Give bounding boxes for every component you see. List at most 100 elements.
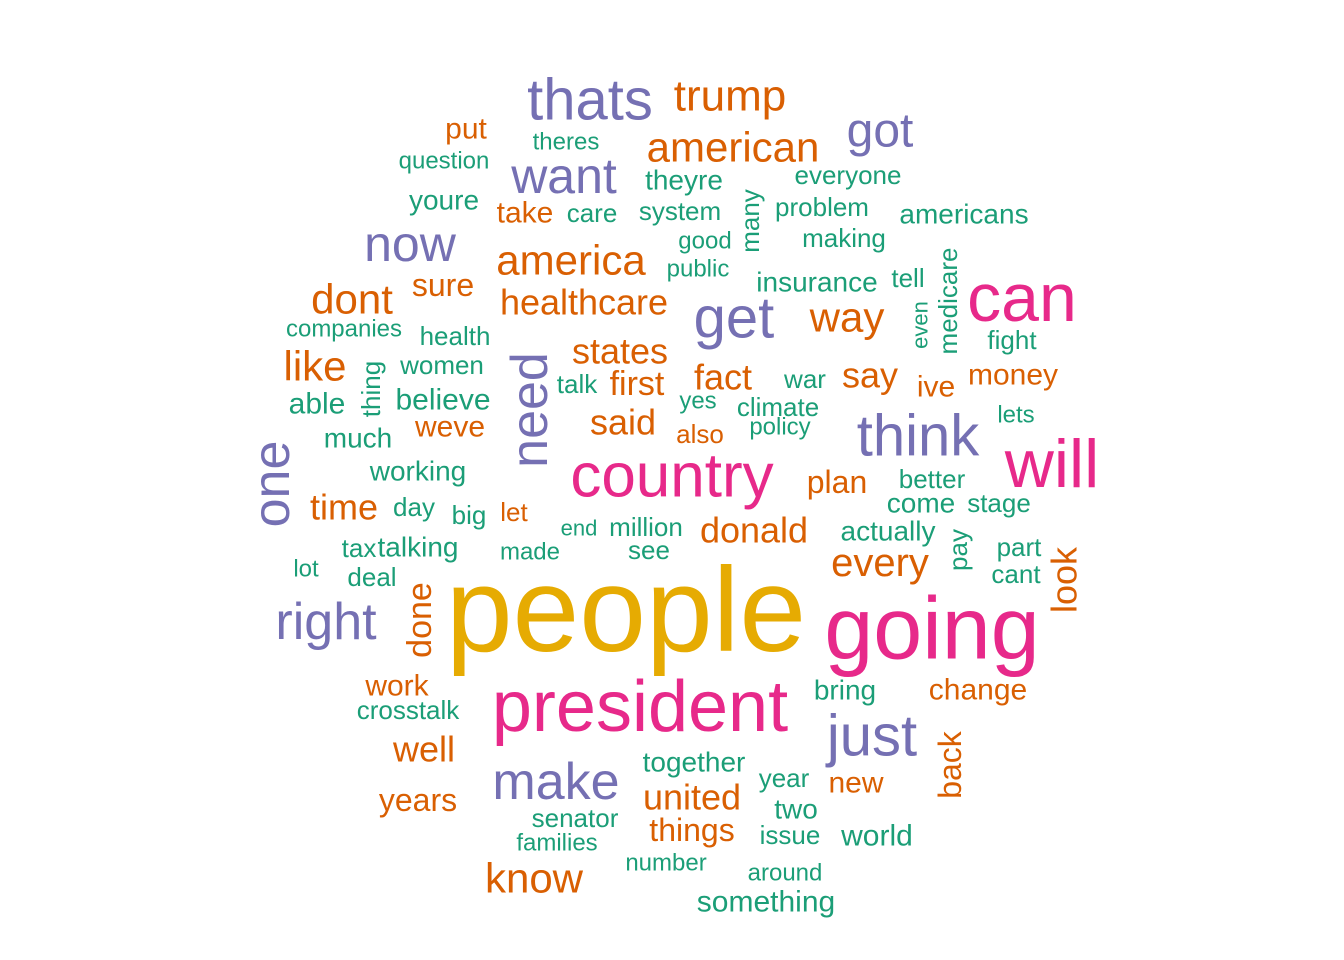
word-think: think xyxy=(857,404,981,469)
word-see: see xyxy=(628,535,670,565)
word-everyone: everyone xyxy=(795,160,902,190)
word-better: better xyxy=(899,464,966,494)
word-lets: lets xyxy=(997,402,1034,429)
word-even: even xyxy=(908,301,933,349)
word-time: time xyxy=(310,487,378,528)
word-one: one xyxy=(243,441,301,528)
word-going: going xyxy=(824,579,1039,678)
word-tax: tax xyxy=(342,533,377,563)
word-many: many xyxy=(735,189,765,253)
word-part: part xyxy=(997,532,1043,562)
word-war: war xyxy=(783,364,826,394)
word-put: put xyxy=(445,113,487,146)
word-two: two xyxy=(774,794,818,825)
word-yes: yes xyxy=(679,388,716,415)
word-issue: issue xyxy=(760,820,821,850)
word-thing: thing xyxy=(356,361,386,417)
word-making: making xyxy=(802,223,886,253)
word-said: said xyxy=(590,402,656,443)
word-take: take xyxy=(497,197,554,230)
word-deal: deal xyxy=(347,562,396,592)
word-stage: stage xyxy=(967,488,1031,518)
word-way: way xyxy=(809,294,885,341)
word-public: public xyxy=(667,256,730,283)
word-world: world xyxy=(840,820,913,853)
word-things: things xyxy=(649,812,734,848)
word-tell: tell xyxy=(891,263,924,293)
word-right: right xyxy=(275,593,377,651)
word-much: much xyxy=(324,423,392,454)
word-also: also xyxy=(676,419,724,449)
word-number: number xyxy=(625,850,706,877)
word-health: health xyxy=(420,321,491,351)
word-plan: plan xyxy=(807,464,868,500)
word-first: first xyxy=(610,365,665,403)
word-country: country xyxy=(570,442,773,511)
word-need: need xyxy=(501,352,559,468)
word-money: money xyxy=(968,359,1058,392)
word-theyre: theyre xyxy=(645,165,723,196)
word-change: change xyxy=(929,674,1027,707)
word-come: come xyxy=(887,488,955,519)
word-system: system xyxy=(639,196,721,226)
word-say: say xyxy=(842,355,898,396)
word-together: together xyxy=(643,747,746,778)
word-trump: trump xyxy=(674,72,786,121)
word-women: women xyxy=(399,350,484,380)
word-made: made xyxy=(500,539,560,566)
word-sure: sure xyxy=(412,267,474,303)
word-good: good xyxy=(678,228,731,255)
word-policy: policy xyxy=(749,414,810,441)
word-actually: actually xyxy=(841,516,936,547)
word-president: president xyxy=(492,667,788,747)
word-year: year xyxy=(759,763,810,793)
word-done: done xyxy=(401,582,439,658)
word-fight: fight xyxy=(987,325,1037,355)
word-healthcare: healthcare xyxy=(500,282,668,323)
word-question: question xyxy=(399,148,490,175)
word-families: families xyxy=(516,830,597,857)
word-youre: youre xyxy=(409,185,479,216)
word-cant: cant xyxy=(991,559,1041,589)
word-talk: talk xyxy=(557,369,598,399)
word-fact: fact xyxy=(694,357,752,398)
word-climate: climate xyxy=(737,392,819,422)
word-day: day xyxy=(393,492,435,522)
word-well: well xyxy=(392,729,455,770)
word-work: work xyxy=(364,670,429,703)
word-america: america xyxy=(496,237,646,284)
word-theres: theres xyxy=(533,129,600,156)
word-back: back xyxy=(932,730,968,799)
word-care: care xyxy=(567,198,618,228)
word-ive: ive xyxy=(917,371,955,404)
word-look: look xyxy=(1044,546,1085,613)
word-now: now xyxy=(364,216,457,272)
word-states: states xyxy=(572,331,668,372)
word-every: every xyxy=(831,541,929,585)
word-senator: senator xyxy=(532,803,619,833)
word-insurance: insurance xyxy=(756,267,877,298)
word-end: end xyxy=(561,516,598,541)
word-weve: weve xyxy=(414,411,485,444)
word-united: united xyxy=(643,777,741,818)
word-working: working xyxy=(369,456,466,487)
word-crosstalk: crosstalk xyxy=(357,695,461,725)
word-just: just xyxy=(825,704,917,769)
word-years: years xyxy=(379,782,457,818)
word-let: let xyxy=(500,497,528,527)
word-know: know xyxy=(485,855,584,902)
word-companies: companies xyxy=(286,316,402,343)
word-will: will xyxy=(1004,426,1099,502)
word-something: something xyxy=(697,886,835,919)
word-want: want xyxy=(510,148,617,204)
word-bring: bring xyxy=(814,675,876,706)
word-like: like xyxy=(283,343,346,390)
word-new: new xyxy=(828,767,883,800)
word-make: make xyxy=(492,753,619,811)
word-get: get xyxy=(694,286,775,351)
word-medicare: medicare xyxy=(933,248,963,355)
word-able: able xyxy=(289,388,346,421)
word-big: big xyxy=(452,500,487,530)
word-americans: americans xyxy=(899,199,1028,230)
